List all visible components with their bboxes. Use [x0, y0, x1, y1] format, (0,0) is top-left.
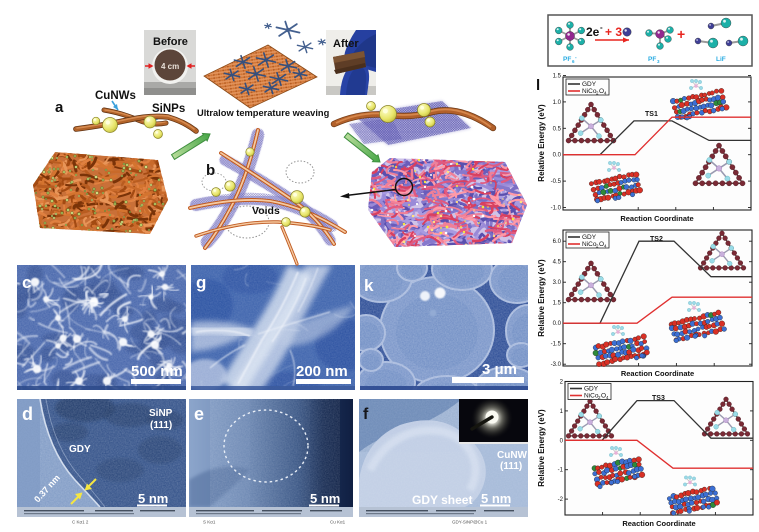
svg-text:-1.0: -1.0 — [551, 206, 562, 212]
svg-text:-2: -2 — [558, 497, 564, 503]
svg-text:GDY: GDY — [69, 444, 91, 455]
svg-text:+: + — [677, 26, 685, 42]
svg-text:200 nm: 200 nm — [296, 363, 348, 380]
svg-text:-: - — [575, 55, 577, 61]
svg-text:TS3: TS3 — [652, 395, 665, 402]
svg-text:0.0: 0.0 — [553, 153, 562, 159]
svg-text:NiCo: NiCo — [582, 241, 597, 248]
svg-text:4: 4 — [604, 244, 607, 249]
svg-text:f: f — [363, 406, 369, 423]
svg-text:0: 0 — [560, 438, 564, 444]
svg-text:6.0: 6.0 — [553, 239, 562, 245]
svg-text:1: 1 — [560, 409, 564, 415]
svg-text:4: 4 — [604, 91, 607, 96]
svg-text:2: 2 — [596, 91, 599, 96]
svg-text:0.0: 0.0 — [553, 321, 562, 327]
svg-text:(111): (111) — [150, 420, 172, 431]
svg-text:C Kα1 2: C Kα1 2 — [72, 520, 89, 525]
svg-text:6: 6 — [572, 59, 575, 64]
svg-text:4: 4 — [606, 395, 609, 400]
svg-text:4.5: 4.5 — [553, 260, 562, 266]
svg-text:Reaction Coordinate: Reaction Coordinate — [620, 214, 693, 223]
svg-text:-1: -1 — [558, 468, 564, 474]
svg-text:NiCo: NiCo — [582, 88, 597, 95]
svg-text:2: 2 — [560, 380, 564, 386]
svg-text:3 μm: 3 μm — [482, 361, 517, 378]
svg-text:4 cm: 4 cm — [161, 62, 179, 71]
svg-text:1.5: 1.5 — [553, 301, 562, 307]
svg-text:O: O — [599, 241, 604, 248]
svg-text:-: - — [600, 23, 603, 32]
svg-text:O: O — [601, 393, 606, 400]
svg-text:500 nm: 500 nm — [131, 363, 183, 380]
svg-text:-1.5: -1.5 — [551, 342, 562, 348]
svg-text:5 nm: 5 nm — [138, 491, 168, 506]
svg-text:PF: PF — [563, 56, 571, 63]
svg-text:1.5: 1.5 — [553, 74, 562, 80]
svg-text:0.5: 0.5 — [553, 126, 562, 132]
svg-text:Relative Energy (eV): Relative Energy (eV) — [537, 104, 546, 182]
svg-text:SiNPs: SiNPs — [152, 103, 185, 115]
svg-text:S Kα1: S Kα1 — [203, 520, 216, 525]
svg-text:2: 2 — [598, 395, 601, 400]
svg-text:d: d — [22, 404, 33, 424]
svg-text:LiF: LiF — [716, 56, 726, 63]
svg-text:CuNW: CuNW — [497, 450, 528, 461]
svg-text:Relative Energy (eV): Relative Energy (eV) — [537, 259, 546, 337]
svg-text:3: 3 — [657, 59, 660, 64]
svg-text:GDY: GDY — [584, 386, 599, 393]
svg-text:+ 3: + 3 — [605, 25, 622, 39]
svg-text:TS1: TS1 — [645, 111, 658, 118]
svg-text:5 nm: 5 nm — [310, 491, 340, 506]
svg-text:CuNWs: CuNWs — [95, 90, 136, 102]
svg-text:l: l — [536, 77, 540, 94]
svg-text:2e: 2e — [586, 25, 600, 39]
svg-text:Ultralow temperature weaving: Ultralow temperature weaving — [197, 108, 330, 118]
svg-text:e: e — [194, 404, 204, 424]
svg-text:Voids: Voids — [252, 205, 280, 217]
svg-text:Before: Before — [153, 36, 188, 48]
svg-text:Relative Energy (eV): Relative Energy (eV) — [537, 409, 546, 487]
svg-text:GDY sheet: GDY sheet — [412, 493, 472, 507]
svg-text:PF: PF — [648, 56, 656, 63]
svg-text:GDY: GDY — [582, 234, 597, 241]
svg-text:GDY-SiNP@Cu 1: GDY-SiNP@Cu 1 — [452, 520, 488, 525]
svg-text:Reaction Coordinate: Reaction Coordinate — [621, 369, 694, 378]
svg-text:a: a — [55, 99, 64, 116]
svg-text:c: c — [22, 273, 31, 292]
svg-text:O: O — [599, 88, 604, 95]
svg-text:b: b — [206, 162, 215, 179]
svg-text:SiNP: SiNP — [149, 408, 173, 419]
svg-text:Cu Kα1: Cu Kα1 — [330, 520, 346, 525]
svg-text:TS2: TS2 — [650, 236, 663, 243]
svg-text:-3.0: -3.0 — [551, 362, 562, 368]
svg-text:2: 2 — [596, 244, 599, 249]
svg-text:(111): (111) — [500, 461, 522, 472]
svg-text:5 nm: 5 nm — [481, 491, 511, 506]
svg-text:GDY: GDY — [582, 81, 597, 88]
svg-text:3.0: 3.0 — [553, 280, 562, 286]
svg-text:After: After — [333, 38, 359, 50]
svg-text:-0.5: -0.5 — [551, 179, 562, 185]
svg-text:Reaction Coordinate: Reaction Coordinate — [622, 519, 695, 528]
svg-text:k: k — [364, 276, 374, 295]
svg-text:NiCo: NiCo — [584, 393, 599, 400]
svg-text:1.0: 1.0 — [553, 100, 562, 106]
svg-text:g: g — [196, 273, 206, 292]
